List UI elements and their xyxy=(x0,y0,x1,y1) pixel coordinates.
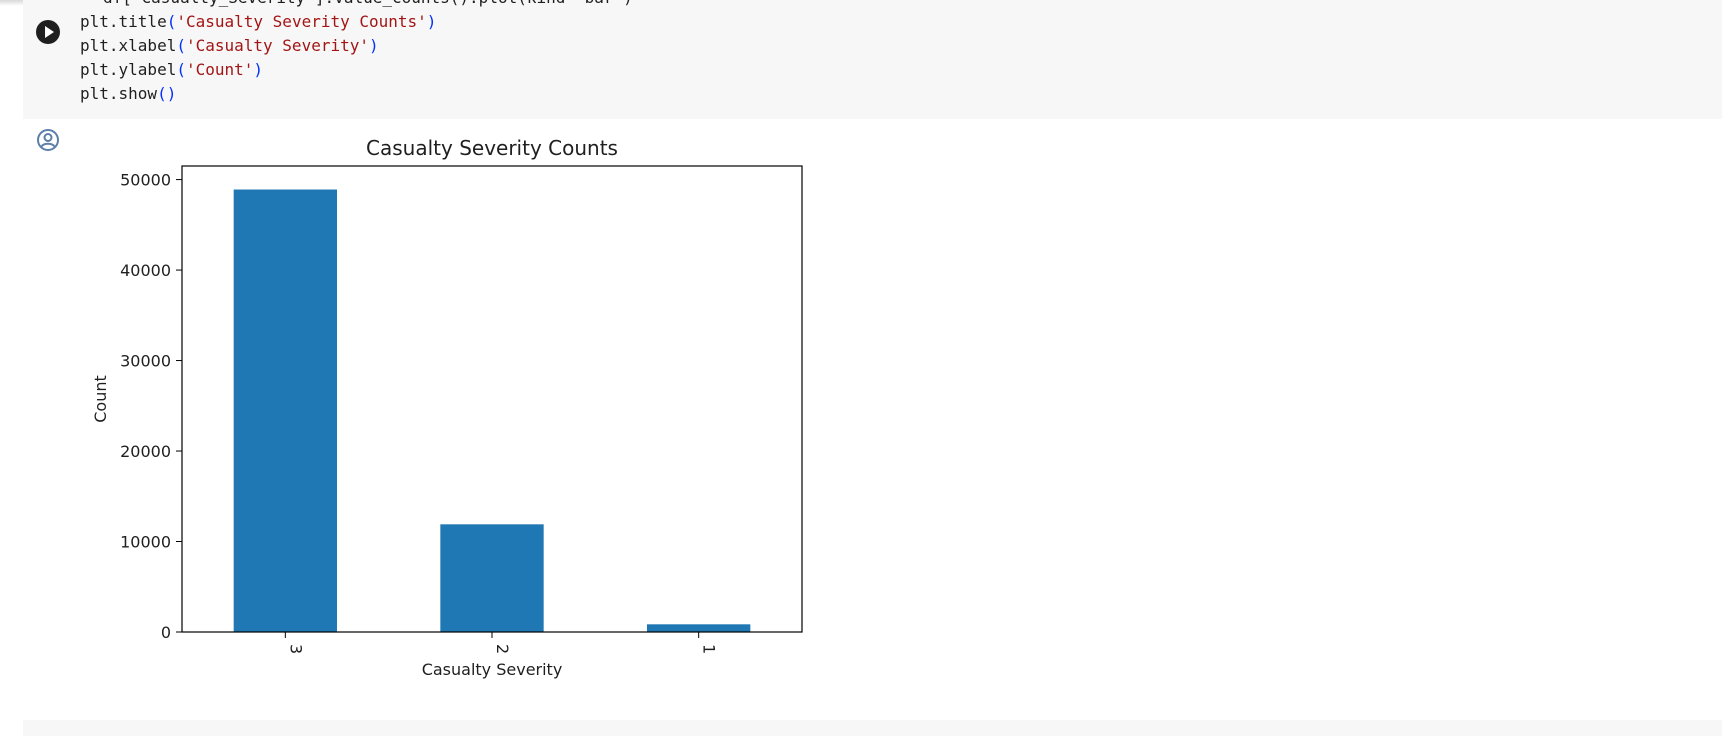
code-string-argument: 'Count' xyxy=(185,60,254,79)
x-axis-label: Casualty Severity xyxy=(422,660,563,679)
chart-title: Casualty Severity Counts xyxy=(366,136,618,160)
code-line: plt.ylabel('Count') xyxy=(80,58,436,82)
code-line: plt.title('Casualty Severity Counts') xyxy=(80,10,436,34)
code-function: plt.ylabel xyxy=(80,60,177,79)
y-tick-label: 30000 xyxy=(120,352,171,371)
y-axis-label: Count xyxy=(91,375,110,423)
y-tick-label: 20000 xyxy=(120,442,171,461)
code-paren: ( xyxy=(157,84,167,103)
y-tick-label: 0 xyxy=(161,623,171,642)
code-function: plt.title xyxy=(80,12,167,31)
code-string-argument: 'Casualty Severity' xyxy=(185,36,369,55)
code-line: plt.xlabel('Casualty Severity') xyxy=(80,34,436,58)
bar-chart: 0 10000 20000 30000 40000 50000 3 2 1 Casualty Se… xyxy=(91,136,803,679)
next-code-cell[interactable] xyxy=(23,720,1722,736)
y-tick-label: 50000 xyxy=(120,171,171,190)
code-paren: ( xyxy=(176,60,186,79)
code-function: plt.show xyxy=(80,84,158,103)
code-paren: ) xyxy=(369,36,379,55)
code-editor[interactable]: plt.title('Casualty Severity Counts') plt… xyxy=(80,10,436,106)
clipped-code-line: df['Casualty_Severity'].value_counts().p… xyxy=(103,0,633,10)
code-paren: ( xyxy=(176,36,186,55)
bar xyxy=(440,524,544,632)
code-paren: ( xyxy=(166,12,177,31)
y-tick-label: 10000 xyxy=(120,533,171,552)
code-cell[interactable]: df['Casualty_Severity'].value_counts().p… xyxy=(23,0,1722,119)
code-paren: ) xyxy=(166,84,177,103)
code-function: plt.xlabel xyxy=(80,36,177,55)
play-circle-icon[interactable] xyxy=(36,20,60,44)
x-tick-label: 3 xyxy=(286,644,305,654)
user-circle-icon[interactable] xyxy=(36,128,60,152)
bar xyxy=(647,624,751,632)
code-paren: ) xyxy=(253,60,264,79)
y-tick-label: 40000 xyxy=(120,261,171,280)
bar xyxy=(233,189,337,632)
x-tick-label: 1 xyxy=(700,644,719,654)
x-tick-label: 2 xyxy=(493,644,512,654)
code-line: plt.show() xyxy=(80,82,436,106)
code-paren: ) xyxy=(426,12,437,31)
code-string-argument: 'Casualty Severity Counts' xyxy=(176,12,427,31)
